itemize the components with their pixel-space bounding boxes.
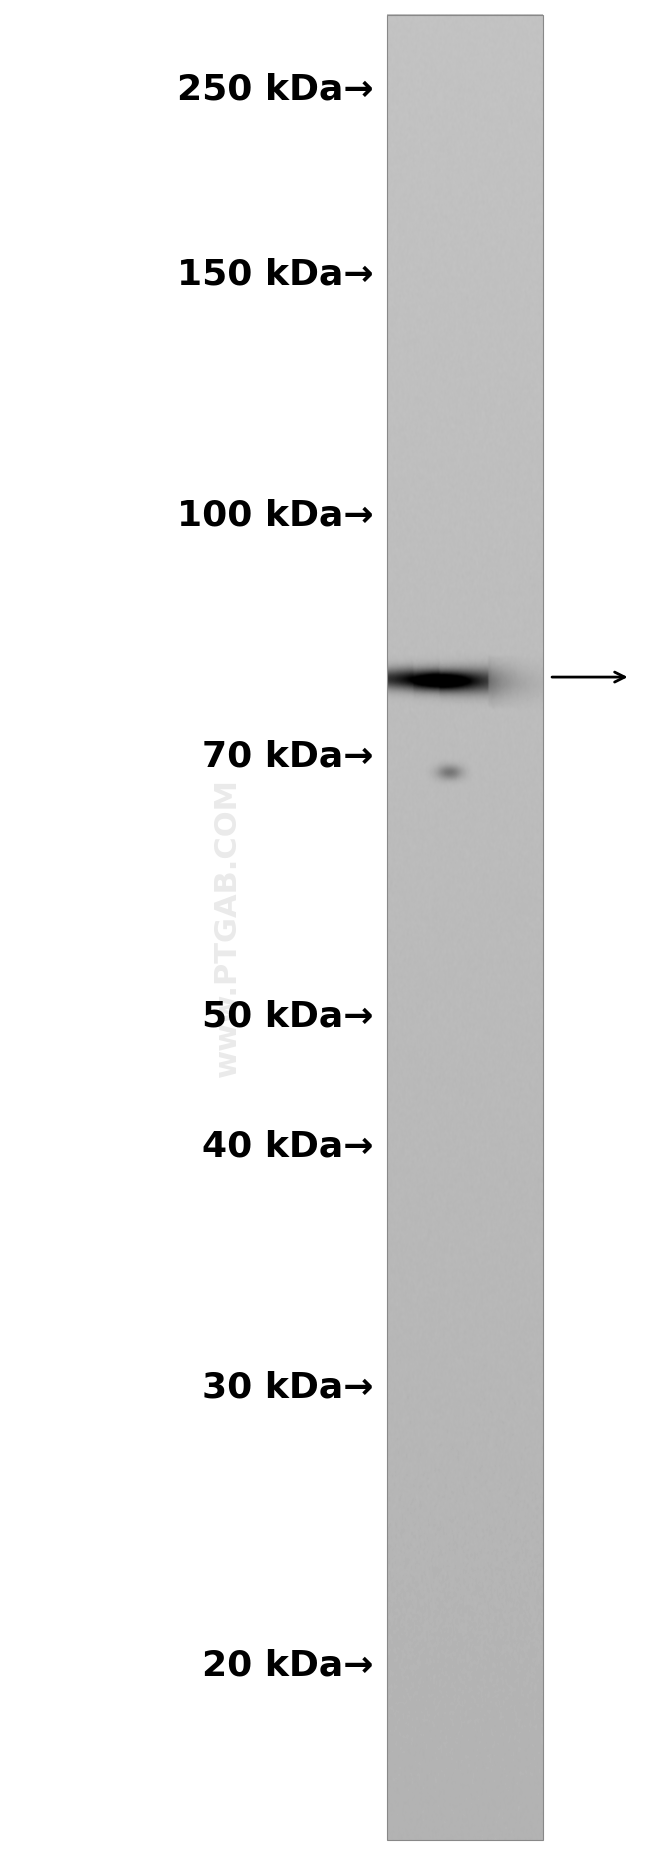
Bar	[387, 15, 543, 1840]
Text: 250 kDa→: 250 kDa→	[177, 72, 374, 106]
Text: 30 kDa→: 30 kDa→	[202, 1371, 374, 1404]
Text: 70 kDa→: 70 kDa→	[202, 740, 374, 774]
Text: 150 kDa→: 150 kDa→	[177, 258, 374, 291]
Text: 40 kDa→: 40 kDa→	[202, 1130, 374, 1163]
Text: 50 kDa→: 50 kDa→	[202, 1000, 374, 1033]
Text: www.PTGAB.COM: www.PTGAB.COM	[213, 777, 242, 1078]
Text: 20 kDa→: 20 kDa→	[202, 1649, 374, 1682]
Text: 100 kDa→: 100 kDa→	[177, 499, 374, 532]
